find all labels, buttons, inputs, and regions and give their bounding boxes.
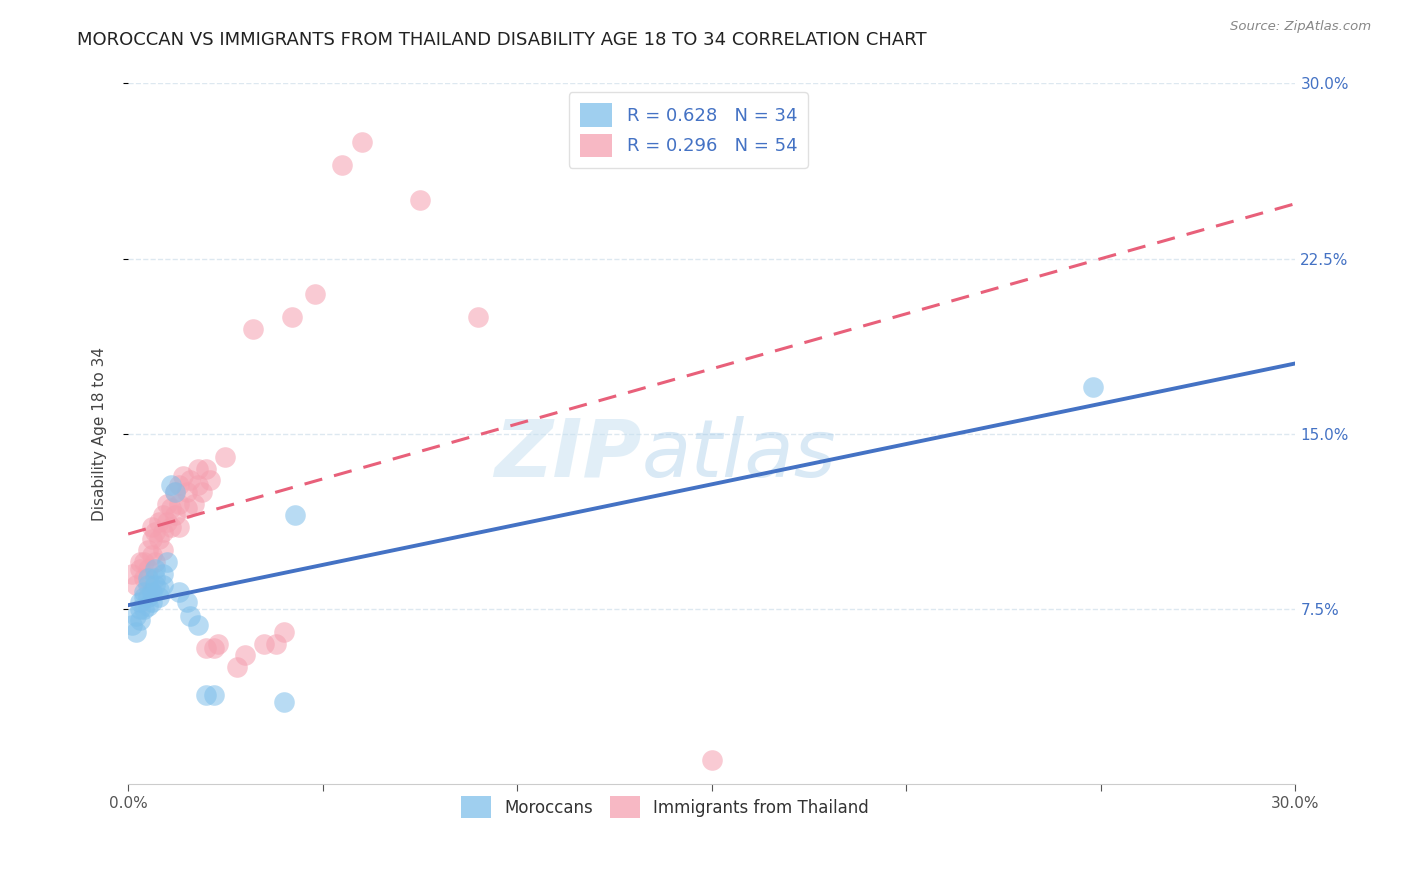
Point	[187, 478, 209, 492]
Point	[141, 520, 163, 534]
Point	[145, 562, 167, 576]
Point	[125, 625, 148, 640]
Point	[152, 508, 174, 523]
Point	[128, 613, 150, 627]
Point	[152, 543, 174, 558]
Point	[132, 571, 155, 585]
Point	[163, 485, 186, 500]
Point	[195, 688, 218, 702]
Point	[136, 590, 159, 604]
Point	[125, 578, 148, 592]
Point	[136, 543, 159, 558]
Point	[152, 524, 174, 539]
Point	[136, 571, 159, 585]
Text: Source: ZipAtlas.com: Source: ZipAtlas.com	[1230, 20, 1371, 33]
Point	[187, 461, 209, 475]
Point	[187, 618, 209, 632]
Point	[163, 485, 186, 500]
Point	[136, 562, 159, 576]
Point	[280, 310, 302, 324]
Point	[176, 595, 198, 609]
Point	[156, 555, 179, 569]
Point	[128, 562, 150, 576]
Point	[176, 501, 198, 516]
Point	[273, 695, 295, 709]
Point	[148, 590, 170, 604]
Point	[121, 566, 143, 581]
Point	[136, 578, 159, 592]
Point	[136, 599, 159, 614]
Point	[195, 461, 218, 475]
Legend: Moroccans, Immigrants from Thailand: Moroccans, Immigrants from Thailand	[454, 789, 876, 824]
Point	[167, 585, 190, 599]
Point	[330, 158, 353, 172]
Point	[160, 501, 183, 516]
Point	[145, 571, 167, 585]
Point	[148, 582, 170, 597]
Point	[226, 660, 249, 674]
Point	[253, 637, 276, 651]
Point	[167, 497, 190, 511]
Point	[214, 450, 236, 464]
Point	[1081, 380, 1104, 394]
Point	[145, 524, 167, 539]
Point	[160, 478, 183, 492]
Point	[160, 520, 183, 534]
Point	[125, 608, 148, 623]
Point	[132, 555, 155, 569]
Point	[179, 473, 201, 487]
Text: MOROCCAN VS IMMIGRANTS FROM THAILAND DISABILITY AGE 18 TO 34 CORRELATION CHART: MOROCCAN VS IMMIGRANTS FROM THAILAND DIS…	[77, 31, 927, 49]
Point	[148, 516, 170, 530]
Point	[207, 637, 229, 651]
Y-axis label: Disability Age 18 to 34: Disability Age 18 to 34	[93, 347, 107, 521]
Point	[198, 473, 221, 487]
Point	[141, 585, 163, 599]
Point	[156, 497, 179, 511]
Point	[167, 478, 190, 492]
Point	[273, 625, 295, 640]
Point	[264, 637, 287, 651]
Point	[202, 641, 225, 656]
Point	[700, 753, 723, 767]
Point	[128, 555, 150, 569]
Point	[195, 641, 218, 656]
Point	[172, 468, 194, 483]
Point	[179, 608, 201, 623]
Point	[148, 532, 170, 546]
Point	[183, 497, 205, 511]
Point	[233, 648, 256, 663]
Point	[176, 485, 198, 500]
Point	[167, 520, 190, 534]
Point	[128, 595, 150, 609]
Point	[132, 585, 155, 599]
Point	[409, 193, 432, 207]
Point	[467, 310, 489, 324]
Text: atlas: atlas	[641, 416, 837, 493]
Point	[284, 508, 307, 523]
Point	[163, 508, 186, 523]
Point	[202, 688, 225, 702]
Point	[145, 555, 167, 569]
Point	[152, 578, 174, 592]
Point	[128, 601, 150, 615]
Point	[121, 618, 143, 632]
Point	[141, 595, 163, 609]
Text: ZIP: ZIP	[495, 416, 641, 493]
Point	[152, 566, 174, 581]
Point	[141, 548, 163, 562]
Point	[141, 532, 163, 546]
Point	[304, 286, 326, 301]
Point	[132, 590, 155, 604]
Point	[242, 321, 264, 335]
Point	[145, 578, 167, 592]
Point	[132, 601, 155, 615]
Point	[156, 516, 179, 530]
Point	[191, 485, 214, 500]
Point	[350, 135, 373, 149]
